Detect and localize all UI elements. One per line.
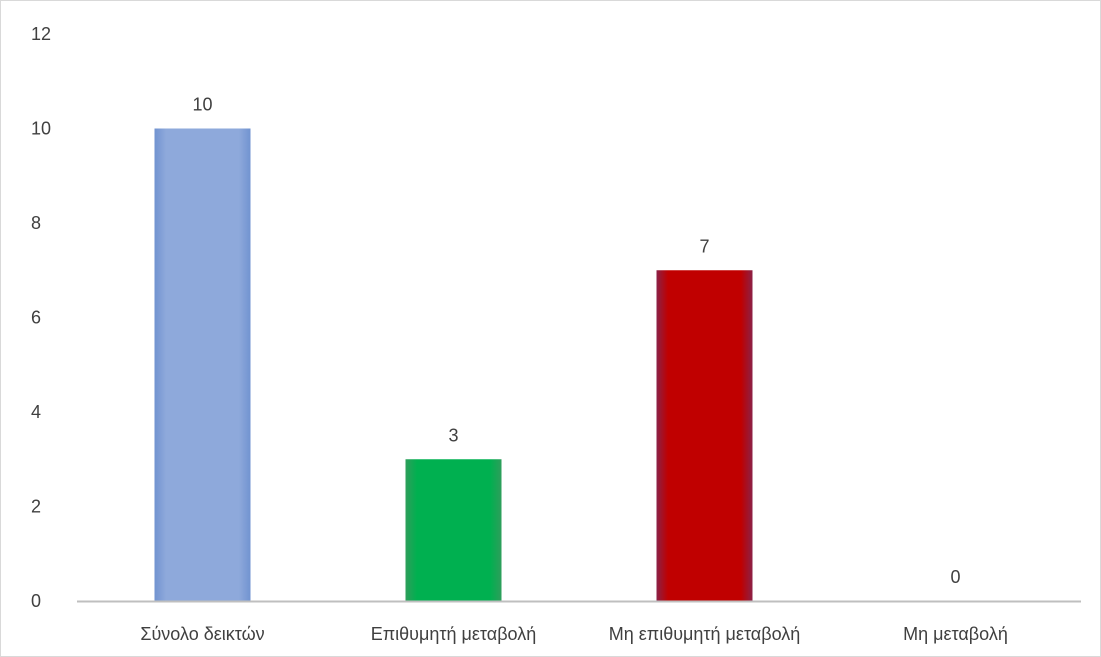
y-tick-label: 2 <box>31 497 41 517</box>
y-axis-ticks: 0 2 4 6 8 10 12 <box>31 24 51 611</box>
y-tick-label: 12 <box>31 24 51 44</box>
y-tick-label: 4 <box>31 402 41 422</box>
bar <box>154 128 251 601</box>
category-label: Σύνολο δεικτών <box>140 624 264 644</box>
data-label: 10 <box>192 95 212 115</box>
y-tick-label: 8 <box>31 213 41 233</box>
y-tick-label: 0 <box>31 591 41 611</box>
category-labels: Σύνολο δεικτών Επιθυμητή μεταβολή Μη επιθυ… <box>140 624 1008 644</box>
bar <box>656 270 753 601</box>
category-label: Μη μεταβολή <box>903 624 1008 644</box>
y-tick-label: 6 <box>31 308 41 328</box>
bars <box>154 128 753 601</box>
y-tick-label: 10 <box>31 119 51 139</box>
data-labels: 10 3 7 0 <box>192 95 960 588</box>
category-label: Μη επιθυμητή μεταβολή <box>609 624 801 644</box>
data-label: 3 <box>448 425 458 445</box>
data-label: 0 <box>950 567 960 587</box>
bar <box>405 459 502 601</box>
category-label: Επιθυμητή μεταβολή <box>371 624 536 644</box>
data-label: 7 <box>699 236 709 256</box>
